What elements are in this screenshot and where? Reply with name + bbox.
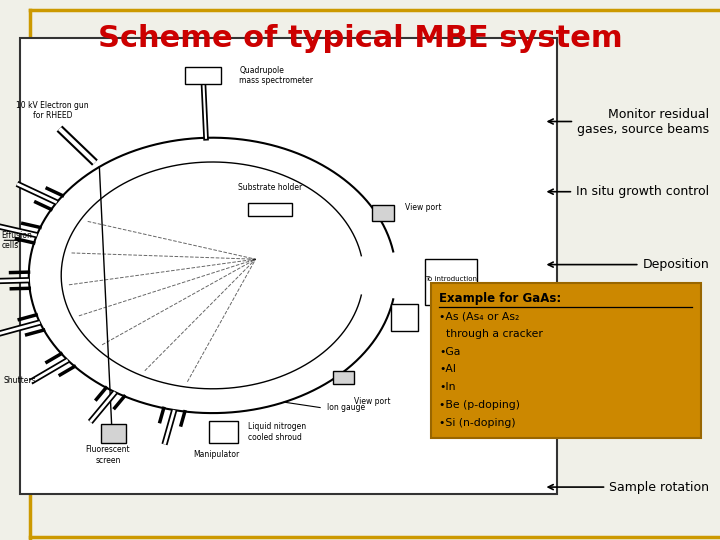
Text: Ion gauge: Ion gauge <box>328 403 366 412</box>
Bar <box>209 421 238 443</box>
Text: Manipulator: Manipulator <box>193 450 239 459</box>
Text: View port: View port <box>354 397 391 406</box>
Bar <box>372 205 394 221</box>
Bar <box>186 66 222 84</box>
Text: 10 kV Electron gun
for RHEED: 10 kV Electron gun for RHEED <box>16 101 89 120</box>
Text: To introduction
chamber: To introduction chamber <box>425 276 477 289</box>
Text: Effusion
cells: Effusion cells <box>1 231 32 250</box>
Text: through a cracker: through a cracker <box>439 329 543 339</box>
Text: •Si (n-doping): •Si (n-doping) <box>439 418 516 428</box>
Bar <box>248 202 292 216</box>
Bar <box>431 283 701 438</box>
Text: Sample rotation: Sample rotation <box>548 481 709 494</box>
Text: Substrate holder: Substrate holder <box>238 183 302 192</box>
Text: •Be (p-doping): •Be (p-doping) <box>439 400 521 410</box>
Text: •As (As₄ or As₂: •As (As₄ or As₂ <box>439 311 520 321</box>
Text: View port: View port <box>405 203 441 212</box>
Bar <box>333 370 354 384</box>
Text: Gate valve: Gate valve <box>434 300 475 309</box>
Text: •In: •In <box>439 382 456 393</box>
Bar <box>425 259 477 305</box>
Bar <box>101 424 126 443</box>
Text: Example for GaAs:: Example for GaAs: <box>439 292 562 305</box>
Text: Monitor residual
gases, source beams: Monitor residual gases, source beams <box>548 107 709 136</box>
Bar <box>20 38 557 494</box>
Text: In situ growth control: In situ growth control <box>548 185 709 198</box>
Bar <box>391 305 418 332</box>
Text: Liquid nitrogen
cooled shroud: Liquid nitrogen cooled shroud <box>248 422 307 442</box>
Text: •Ga: •Ga <box>439 347 461 357</box>
Text: •Al: •Al <box>439 364 456 375</box>
Text: Scheme of typical MBE system: Scheme of typical MBE system <box>98 24 622 53</box>
Text: Quadrupole
mass spectrometer: Quadrupole mass spectrometer <box>240 66 313 85</box>
Text: Fluorescent
screen: Fluorescent screen <box>86 446 130 465</box>
Text: Shutters: Shutters <box>4 376 36 385</box>
Text: Deposition: Deposition <box>548 258 709 271</box>
